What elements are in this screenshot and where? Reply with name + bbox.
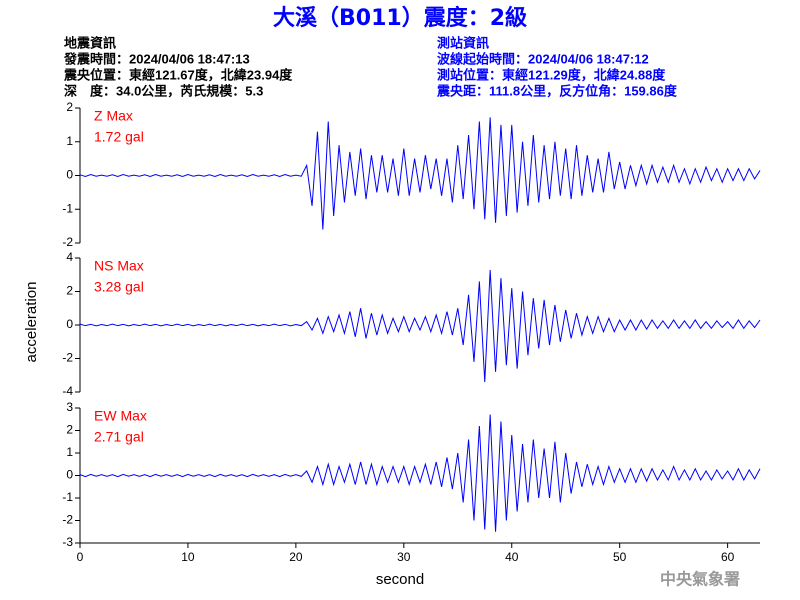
info-left: 深 度：34.0公里，芮氏規模：5.3 xyxy=(64,83,263,98)
y-tick-label: 0 xyxy=(66,468,73,482)
x-tick-label: 0 xyxy=(77,550,84,564)
channel-label: EW Max xyxy=(94,408,147,424)
watermark: 中央氣象署 xyxy=(660,570,740,589)
waveform xyxy=(79,117,761,230)
x-tick-label: 20 xyxy=(289,550,303,564)
y-tick-label: -4 xyxy=(62,384,73,398)
y-tick-label: 4 xyxy=(66,250,73,264)
waveform xyxy=(79,270,761,382)
max-label: 2.71 gal xyxy=(94,429,144,445)
max-label: 3.28 gal xyxy=(94,279,144,295)
y-tick-label: 2 xyxy=(66,423,73,437)
channel-label: NS Max xyxy=(94,258,144,274)
info-left: 地震資訊 xyxy=(64,35,116,50)
y-tick-label: 2 xyxy=(66,100,73,114)
y-axis-label: acceleration xyxy=(23,282,40,363)
y-tick-label: -2 xyxy=(62,351,73,365)
y-tick-label: 1 xyxy=(66,445,73,459)
info-right: 測站資訊 xyxy=(437,35,489,50)
info-right: 測站位置：東經121.29度，北緯24.88度 xyxy=(437,67,666,82)
y-tick-label: -3 xyxy=(62,535,73,549)
y-tick-label: -2 xyxy=(62,513,73,527)
y-tick-label: -2 xyxy=(62,235,73,249)
info-left: 震央位置：東經121.67度，北緯23.94度 xyxy=(63,67,293,82)
y-tick-label: 0 xyxy=(66,317,73,331)
title: 大溪（B011）震度：2級 xyxy=(273,5,527,31)
x-tick-label: 30 xyxy=(397,550,411,564)
x-tick-label: 60 xyxy=(721,550,735,564)
x-tick-label: 10 xyxy=(181,550,195,564)
info-right: 震央距：111.8公里，反方位角：159.86度 xyxy=(436,83,678,98)
y-tick-label: 1 xyxy=(66,134,73,148)
y-tick-label: -1 xyxy=(62,490,73,504)
y-tick-label: -1 xyxy=(62,201,73,215)
x-tick-label: 40 xyxy=(505,550,519,564)
channel-label: Z Max xyxy=(94,108,133,124)
y-tick-label: 2 xyxy=(66,284,73,298)
x-tick-label: 50 xyxy=(613,550,627,564)
max-label: 1.72 gal xyxy=(94,129,144,145)
y-tick-label: 0 xyxy=(66,168,73,182)
y-tick-label: 3 xyxy=(66,400,73,414)
waveform xyxy=(79,414,761,532)
info-left: 發震時間：2024/04/06 18:47:13 xyxy=(63,51,250,66)
x-axis-label: second xyxy=(376,571,424,588)
info-right: 波線起始時間：2024/04/06 18:47:12 xyxy=(437,51,649,66)
